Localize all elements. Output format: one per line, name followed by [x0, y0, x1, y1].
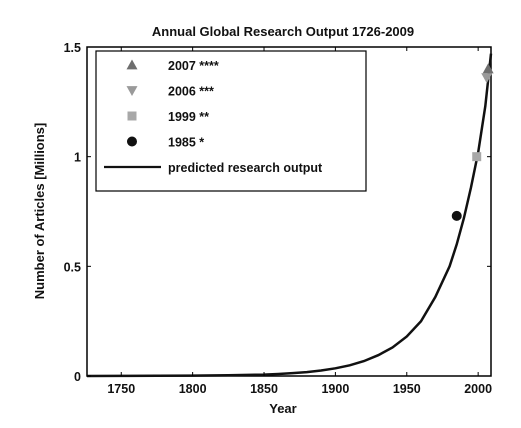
x-tick-label: 1800 [179, 382, 207, 396]
legend-marker [127, 111, 137, 121]
x-tick-label: 1850 [250, 382, 278, 396]
legend-items: 2007 **** 2006 *** 1999 ** 1985 * predicted … [104, 59, 323, 175]
legend-marker [126, 59, 138, 70]
y-tick-label: 1 [74, 151, 81, 165]
y-tick-label: 0.5 [64, 260, 81, 274]
y-tick-label: 1.5 [64, 41, 81, 55]
legend: 2007 **** 2006 *** 1999 ** 1985 * predicted … [95, 50, 367, 192]
chart-title: Annual Global Research Output 1726-2009 [152, 24, 414, 39]
y-axis-label: Number of Articles [Millions] [32, 123, 47, 299]
x-tick-label: 1750 [107, 382, 135, 396]
data-point [472, 152, 482, 162]
legend-entry-label: 1999 ** [168, 110, 209, 124]
legend-marker [127, 136, 137, 147]
predicted-curve-layer [86, 53, 493, 378]
legend-entry-label: 2007 **** [168, 59, 219, 73]
data-point [481, 73, 493, 84]
predicted-output-line [86, 53, 493, 378]
data-point [451, 210, 462, 221]
x-tick-label: 1900 [321, 382, 349, 396]
legend-entry-label: 2006 *** [168, 85, 214, 99]
data-markers [451, 63, 494, 221]
data-point [482, 63, 494, 74]
x-tick-label: 1950 [393, 382, 421, 396]
y-tick-label: 0 [74, 370, 81, 384]
x-axis-label: Year [269, 401, 296, 416]
axis-ticks: 1750 1800 1850 1900 1950 2000 0 0.5 1 1.5 [64, 41, 492, 396]
legend-marker [126, 86, 138, 96]
legend-entry-label: 1985 * [168, 136, 204, 150]
x-tick-label: 2000 [464, 382, 492, 396]
plot-frame [86, 46, 492, 377]
legend-entry-label: predicted research output [168, 161, 323, 175]
